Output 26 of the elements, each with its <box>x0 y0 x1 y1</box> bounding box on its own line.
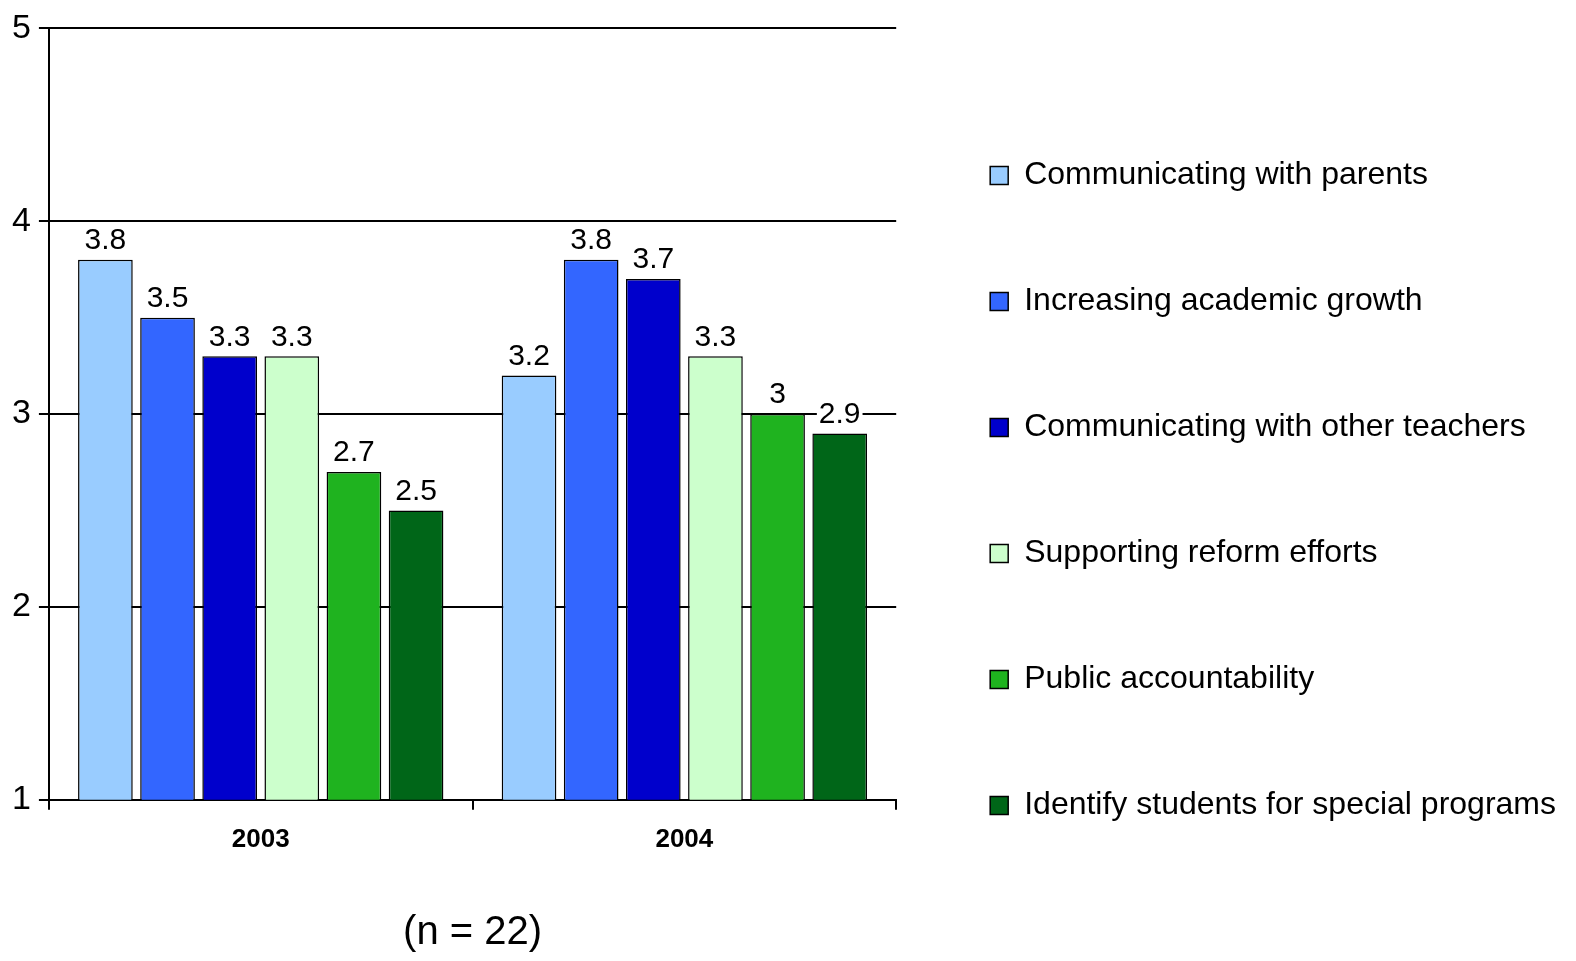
legend-label: Communicating with parents <box>1024 155 1428 192</box>
data-label: 3.5 <box>146 279 189 313</box>
y-tick-label: 2 <box>11 585 31 624</box>
data-label: 2.9 <box>818 395 861 429</box>
x-axis-title: (n = 22) <box>403 908 543 953</box>
x-tick-label: 2004 <box>655 822 714 853</box>
y-tick-label: 3 <box>11 392 31 431</box>
data-label: 3.3 <box>208 318 251 352</box>
legend-label: Public accountability <box>1024 659 1315 696</box>
data-label: 3.3 <box>270 318 313 352</box>
legend-label: Communicating with other teachers <box>1024 407 1526 444</box>
data-label: 3.2 <box>508 337 550 371</box>
data-label: 3.8 <box>570 222 613 256</box>
data-label: 3 <box>769 376 786 410</box>
legend-label: Identify students for special programs <box>1024 785 1556 822</box>
legend-label: Supporting reform efforts <box>1024 533 1378 570</box>
x-tick-label: 2003 <box>231 822 290 853</box>
y-tick-label: 1 <box>11 778 31 817</box>
y-tick-label: 5 <box>11 6 31 45</box>
data-label: 3.7 <box>632 241 675 275</box>
data-label: 3.8 <box>84 222 127 256</box>
data-label: 2.7 <box>333 434 375 468</box>
y-tick-label: 4 <box>11 199 31 238</box>
data-label: 3.3 <box>694 318 737 352</box>
data-label: 2.5 <box>395 472 437 506</box>
legend-label: Increasing academic growth <box>1024 281 1423 318</box>
